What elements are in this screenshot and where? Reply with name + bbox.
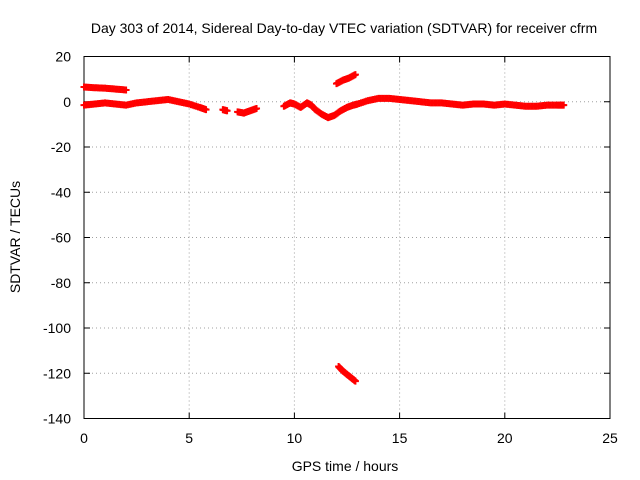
- axis-ticks: -140 -120 -100 -80 -60 -40 -20 0 20 0 5 10 15 20 25: [43, 49, 618, 447]
- y-tick-label: 20: [55, 49, 71, 65]
- y-tick-label: -20: [51, 139, 71, 155]
- grid: [84, 56, 610, 419]
- series-main-trace: [80, 95, 210, 114]
- data-point: [253, 105, 261, 113]
- data-points: [80, 71, 568, 385]
- series-gap-segment-1: [219, 106, 231, 115]
- y-tick-label: -40: [51, 184, 71, 200]
- series-gap-segment-2: [234, 105, 261, 117]
- x-axis-label: GPS time / hours: [292, 458, 399, 474]
- x-tick-label: 25: [602, 430, 618, 446]
- y-tick-label: -120: [43, 365, 71, 381]
- x-tick-label: 15: [392, 430, 408, 446]
- y-tick-label: -80: [51, 275, 71, 291]
- y-tick-label: -100: [43, 320, 71, 336]
- x-tick-label: 5: [185, 430, 193, 446]
- x-tick-label: 0: [80, 430, 88, 446]
- data-point: [351, 71, 359, 79]
- y-axis-label: SDTVAR / TECUs: [7, 181, 23, 293]
- series-upper-segment: [80, 83, 130, 94]
- data-point: [351, 377, 359, 385]
- chart-title: Day 303 of 2014, Sidereal Day-to-day VTE…: [91, 20, 597, 36]
- data-point: [223, 107, 231, 115]
- data-point: [560, 101, 568, 109]
- series-rising-segment: [332, 71, 359, 88]
- x-tick-label: 10: [287, 430, 303, 446]
- x-tick-label: 20: [497, 430, 513, 446]
- y-tick-label: -60: [51, 230, 71, 246]
- data-point: [122, 86, 130, 94]
- series-outlier-segment: [335, 362, 359, 385]
- y-tick-label: -140: [43, 411, 71, 427]
- series-midday-segment: [280, 94, 568, 122]
- data-point: [202, 106, 210, 114]
- y-tick-label: 0: [63, 94, 71, 110]
